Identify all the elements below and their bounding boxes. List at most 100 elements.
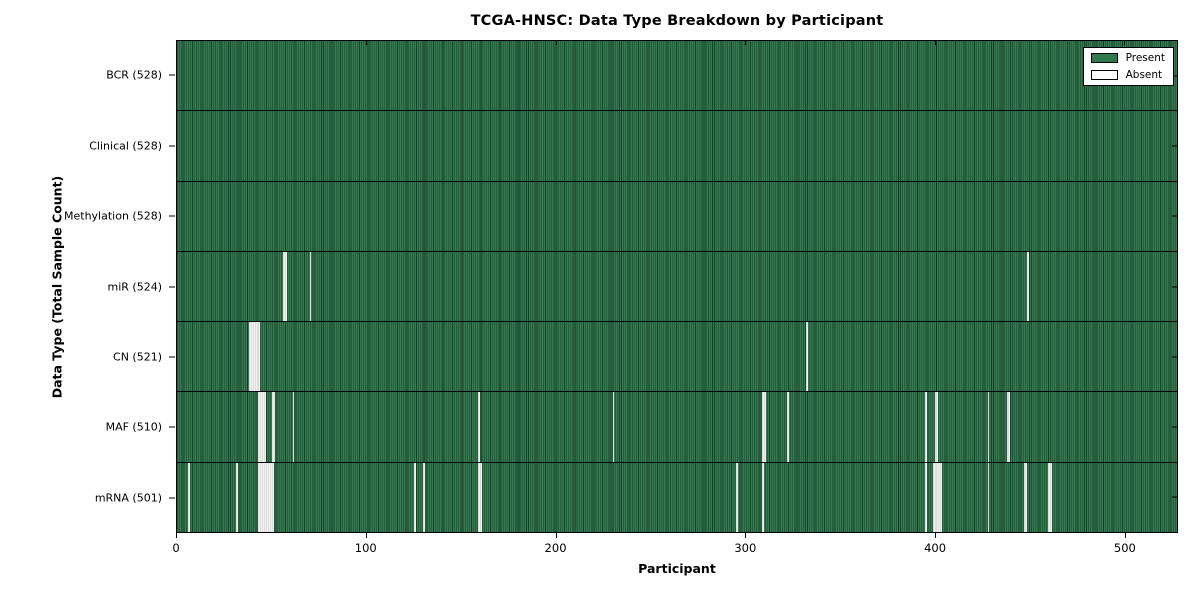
- y-tick-mark-right: [1172, 426, 1177, 428]
- absent-marker: [934, 392, 937, 462]
- heatmap-rows-layer: [177, 41, 1177, 532]
- absent-marker: [413, 462, 416, 532]
- y-tick-mark: [169, 497, 175, 499]
- absent-marker: [1050, 462, 1052, 532]
- x-tick-mark: [1124, 533, 1126, 538]
- absent-marker: [1006, 392, 1009, 462]
- absent-swatch-icon: [1090, 69, 1118, 80]
- x-tick-mark-top: [1123, 41, 1125, 45]
- absent-marker: [762, 462, 765, 532]
- absent-marker: [1008, 392, 1011, 462]
- legend-item-present: Present: [1090, 52, 1165, 64]
- heatmap-row-clinical: [177, 111, 1177, 182]
- present-swatch-icon: [1090, 53, 1118, 64]
- absent-marker: [262, 462, 265, 532]
- y-tick-mark-right: [1172, 356, 1177, 358]
- absent-marker: [423, 462, 426, 532]
- y-tick-label: Methylation (528): [64, 209, 162, 223]
- absent-marker: [188, 462, 191, 532]
- y-tick-label: miR (524): [107, 280, 163, 293]
- legend: Present Absent: [1082, 47, 1174, 86]
- x-tick-mark: [365, 533, 367, 538]
- y-axis-tick-labels: BCR (528) Clinical (528) Methylation (528)…: [0, 40, 175, 533]
- chart-title: TCGA-HNSC: Data Type Breakdown by Partic…: [470, 13, 884, 29]
- absent-marker: [269, 462, 272, 532]
- absent-marker: [938, 462, 941, 532]
- y-tick-mark-right: [1172, 496, 1177, 498]
- heatmap-row-maf: [177, 392, 1177, 463]
- absent-marker: [262, 392, 265, 462]
- absent-marker: [267, 462, 270, 532]
- legend-label-absent: Absent: [1125, 68, 1163, 81]
- absent-marker: [256, 322, 259, 392]
- absent-marker: [283, 251, 285, 322]
- x-tick-label: 200: [544, 541, 567, 555]
- x-axis-ticks: 0 100 200 300 400 500: [172, 533, 1178, 563]
- absent-marker: [254, 322, 257, 392]
- legend-label-present: Present: [1125, 52, 1165, 64]
- absent-marker: [252, 322, 255, 392]
- absent-marker: [235, 462, 238, 532]
- absent-marker: [478, 392, 481, 462]
- y-tick-mark: [169, 145, 175, 147]
- absent-marker: [987, 462, 990, 532]
- x-tick-mark-top: [745, 41, 747, 45]
- y-tick-mark: [169, 215, 175, 217]
- legend-item-absent: Absent: [1090, 68, 1165, 81]
- x-tick-label: 400: [924, 541, 947, 555]
- y-tick-label: MAF (510): [105, 420, 162, 434]
- absent-marker: [786, 392, 789, 462]
- plot-area: Present Absent: [176, 40, 1178, 533]
- x-tick-mark: [555, 533, 557, 538]
- x-tick-mark: [745, 533, 747, 538]
- absent-marker: [258, 322, 261, 392]
- x-tick-label: 0: [172, 541, 180, 555]
- x-axis-label: Participant: [638, 561, 716, 576]
- y-tick-label: mRNA (501): [94, 491, 162, 505]
- y-tick-mark-right: [1172, 145, 1177, 147]
- heatmap-row-cn: [177, 322, 1177, 393]
- y-tick-label: Clinical (528): [89, 139, 162, 153]
- x-tick-label: 300: [734, 541, 757, 555]
- x-tick-label: 500: [1113, 541, 1136, 555]
- heatmap-row-methylation: [177, 181, 1177, 252]
- x-tick-mark-top: [366, 41, 368, 45]
- absent-marker: [987, 392, 990, 462]
- x-tick-mark: [176, 533, 177, 538]
- absent-marker: [258, 392, 261, 462]
- absent-marker: [936, 392, 939, 462]
- y-tick-label: CN (521): [113, 350, 162, 364]
- heatmap-row-bcr: [177, 41, 1177, 112]
- absent-marker: [273, 392, 276, 462]
- absent-marker: [264, 392, 266, 462]
- absent-marker: [612, 392, 615, 462]
- absent-marker: [284, 251, 287, 322]
- absent-marker: [480, 462, 482, 532]
- heatmap-row-mrna: [177, 462, 1177, 532]
- x-tick-mark-top: [555, 41, 557, 45]
- absent-marker: [936, 462, 939, 532]
- y-tick-mark: [169, 74, 175, 76]
- x-tick-label: 100: [354, 541, 377, 555]
- absent-marker: [260, 462, 263, 532]
- y-tick-label: BCR (528): [106, 68, 162, 82]
- absent-marker: [934, 462, 937, 532]
- heatmap-row-mir: [177, 251, 1177, 323]
- y-tick-mark-right: [1172, 215, 1177, 217]
- absent-marker: [1025, 462, 1028, 532]
- absent-marker: [250, 322, 253, 392]
- x-tick-mark: [935, 533, 937, 538]
- absent-marker: [258, 462, 261, 532]
- y-tick-mark: [169, 356, 175, 358]
- absent-marker: [762, 392, 765, 462]
- absent-marker: [248, 322, 251, 392]
- absent-marker: [271, 462, 274, 532]
- absent-marker: [764, 392, 766, 462]
- absent-marker: [292, 392, 295, 462]
- absent-marker: [478, 462, 481, 532]
- y-tick-mark-right: [1172, 75, 1177, 77]
- absent-marker: [805, 322, 808, 392]
- absent-marker: [266, 462, 268, 532]
- y-tick-mark-right: [1172, 286, 1177, 287]
